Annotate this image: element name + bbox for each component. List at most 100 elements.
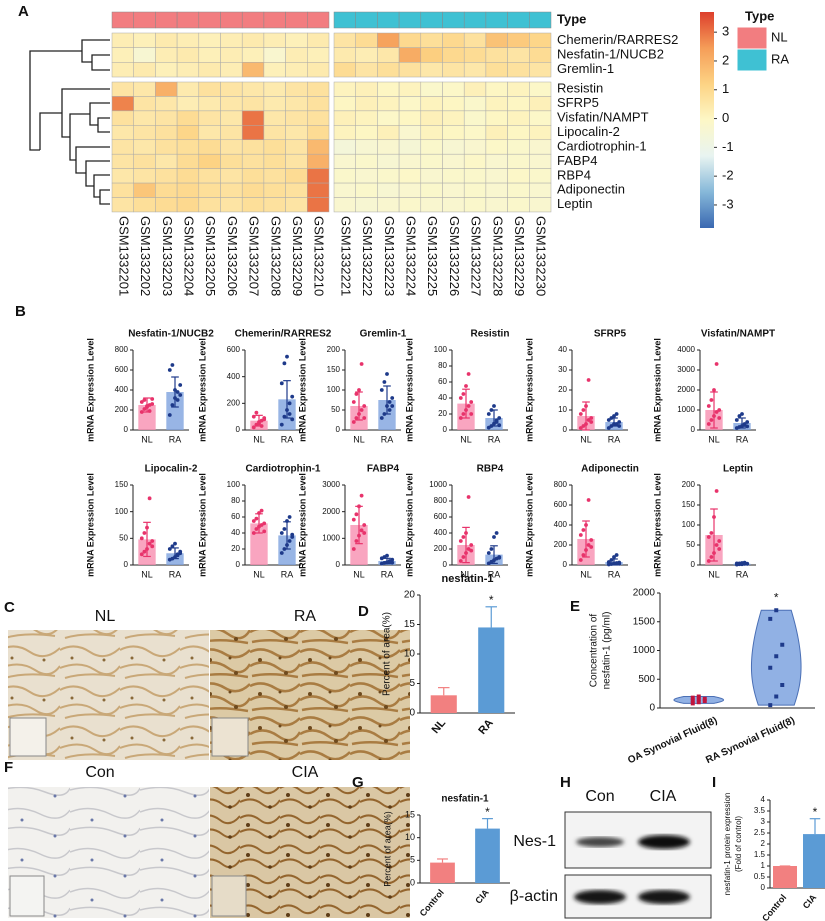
data-point — [287, 401, 292, 406]
data-point — [285, 519, 289, 523]
y-tick-label: 600 — [554, 500, 568, 509]
y-tick-label: 0 — [649, 703, 655, 714]
heat-cell — [198, 153, 221, 169]
heat-cell — [377, 62, 400, 78]
y-tick-label: 0 — [443, 425, 448, 434]
column-label: GSM1332203 — [160, 216, 175, 296]
data-point — [357, 504, 361, 509]
data-point — [578, 426, 583, 430]
data-point — [717, 539, 722, 543]
heat-cell — [176, 197, 200, 213]
heat-cell — [133, 110, 156, 126]
heat-cell — [333, 96, 356, 112]
data-point — [464, 384, 468, 388]
data-point — [167, 368, 172, 372]
heat-cell — [442, 96, 465, 112]
heat-cell — [198, 125, 221, 141]
y-tick-label: 150 — [682, 500, 696, 509]
column-label: GSM1332230 — [534, 216, 549, 296]
heat-cell — [241, 81, 265, 97]
heat-cell — [133, 32, 156, 48]
column-label: GSM1332221 — [338, 216, 353, 296]
data-point — [354, 539, 359, 543]
heat-cell — [285, 197, 308, 213]
heat-cell — [355, 81, 378, 97]
data-point — [178, 393, 183, 397]
data-point — [768, 665, 773, 670]
column-label: GSM1332208 — [268, 216, 283, 296]
y-tick-label: 800 — [434, 496, 448, 505]
y-tick-label: 50 — [119, 533, 128, 542]
data-point — [357, 412, 361, 416]
heat-cell — [307, 139, 330, 155]
y-tick-label: 150 — [327, 365, 341, 374]
data-point — [287, 539, 292, 543]
heat-cell — [377, 110, 400, 126]
data-point — [709, 398, 714, 402]
heat-cell — [420, 110, 443, 126]
data-point — [385, 553, 389, 558]
x-tick-label: RA — [488, 434, 501, 444]
heat-cell — [355, 62, 378, 78]
colorbar-tick-label: 1 — [722, 81, 729, 96]
data-point — [461, 535, 466, 539]
data-point — [387, 408, 392, 412]
data-point — [351, 547, 356, 551]
data-point — [178, 383, 183, 387]
row-label: Adiponectin — [557, 182, 625, 197]
data-point — [581, 528, 586, 532]
y-axis-label: mRNA Expression Level — [404, 338, 414, 442]
data-point — [584, 422, 588, 426]
y-tick-label: 1 — [761, 861, 766, 870]
heat-cell — [285, 81, 308, 97]
colorbar — [700, 12, 714, 228]
heat-cell — [220, 32, 243, 48]
data-point — [584, 404, 588, 408]
data-point — [714, 410, 719, 414]
heat-cell — [355, 110, 378, 126]
heat-cell — [285, 168, 308, 184]
data-point — [170, 363, 175, 367]
heat-cell — [198, 81, 221, 97]
y-axis-label: mRNA Expression Level — [404, 473, 414, 577]
heat-cell — [529, 110, 552, 126]
data-point — [609, 424, 614, 428]
chart-title: Visfatin/NAMPT — [701, 329, 775, 340]
data-point — [714, 489, 719, 493]
heat-cell — [398, 110, 422, 126]
error-bar — [482, 818, 493, 829]
y-tick-label: 5 — [410, 855, 415, 865]
data-point — [285, 543, 289, 547]
data-point — [458, 539, 463, 543]
data-point — [780, 683, 785, 687]
data-point — [734, 418, 739, 422]
heat-cell — [155, 110, 178, 126]
type-cell — [307, 11, 330, 29]
heat-cell — [529, 62, 552, 78]
heat-cell — [176, 168, 200, 184]
heat-cell — [111, 96, 134, 112]
y-tick-label: 400 — [115, 385, 129, 394]
heat-cell — [133, 62, 156, 78]
y-axis-label: mRNA Expression Level — [85, 338, 95, 442]
heat-cell — [333, 125, 356, 141]
heat-cell — [463, 153, 487, 169]
heat-cell — [529, 32, 552, 48]
blot-band-label: β-actin — [510, 888, 558, 905]
data-point — [279, 422, 284, 427]
data-point — [150, 539, 155, 543]
data-point — [282, 414, 287, 419]
data-point — [690, 698, 695, 703]
heat-cell — [463, 96, 487, 112]
data-point — [706, 559, 711, 563]
y-axis-label: Percent of area(%) — [382, 811, 392, 887]
heat-cell — [485, 168, 508, 184]
column-label: GSM1332202 — [138, 216, 153, 296]
panel-label: A — [18, 3, 29, 20]
heat-cell — [263, 81, 286, 97]
heat-cell — [155, 125, 178, 141]
y-axis-label: mRNA Expression Level — [197, 473, 207, 577]
data-point — [745, 420, 750, 424]
data-point — [282, 361, 287, 366]
heat-cell — [333, 153, 356, 169]
